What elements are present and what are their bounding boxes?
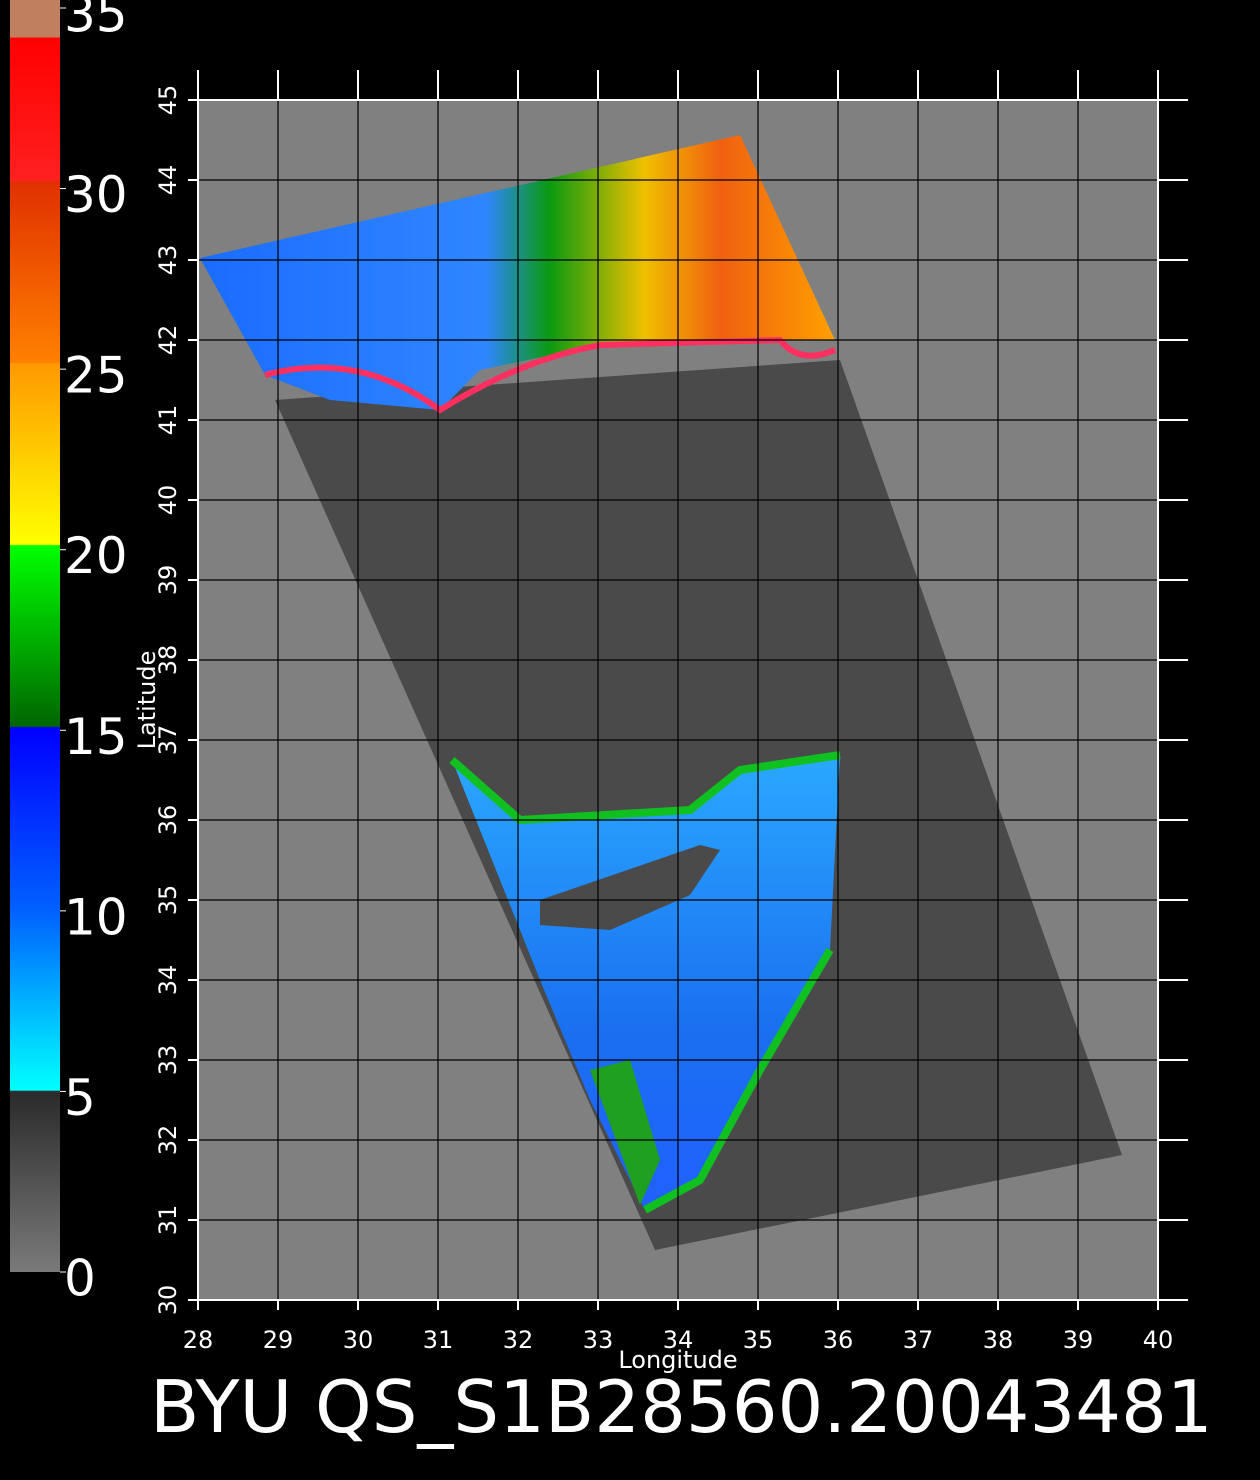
x-tick-label: 34: [663, 1326, 694, 1354]
x-tick-label: 28: [183, 1326, 214, 1354]
y-tick-label: 44: [154, 165, 182, 196]
colorbar-tick-label: 10: [64, 888, 128, 946]
colorbar: [10, 0, 60, 1272]
colorbar-tick-label: 35: [64, 0, 128, 44]
plot-frame: [197, 99, 1159, 1301]
colorbar-tick-label: 30: [64, 166, 128, 224]
coast-edge: [264, 336, 837, 414]
y-tick-label: 40: [154, 485, 182, 516]
coast-edge: [449, 751, 841, 1214]
x-tick-label: 37: [903, 1326, 934, 1354]
x-tick-label: 40: [1143, 1326, 1174, 1354]
y-tick-label: 41: [154, 405, 182, 436]
x-tick-label: 38: [983, 1326, 1014, 1354]
y-tick-label: 30: [154, 1285, 182, 1316]
colorbar-tick-label: 20: [64, 527, 128, 585]
y-tick-label: 39: [154, 565, 182, 596]
land-gap: [540, 845, 720, 930]
y-tick-label: 32: [154, 1125, 182, 1156]
y-tick-label: 38: [154, 645, 182, 676]
colorbar-tick-label: 5: [64, 1069, 96, 1127]
y-axis-label: Latitude: [133, 651, 161, 750]
x-tick-label: 32: [503, 1326, 534, 1354]
x-tick-label: 31: [423, 1326, 454, 1354]
y-tick-label: 45: [154, 85, 182, 116]
y-tick-label: 34: [154, 965, 182, 996]
x-axis-label: Longitude: [618, 1346, 737, 1374]
colorbar-tick-label: 0: [64, 1250, 96, 1308]
x-tick-label: 33: [583, 1326, 614, 1354]
grid: [188, 70, 1188, 1310]
x-tick-label: 35: [743, 1326, 774, 1354]
colorbar-tick-label: 15: [64, 708, 128, 766]
map-title: BYU QS_S1B28560.20043481: [150, 1365, 1213, 1449]
y-tick-label: 37: [154, 725, 182, 756]
x-tick-label: 36: [823, 1326, 854, 1354]
y-tick-label: 33: [154, 1045, 182, 1076]
y-tick-label: 35: [154, 885, 182, 916]
x-tick-label: 29: [263, 1326, 294, 1354]
y-tick-label: 31: [154, 1205, 182, 1236]
y-tick-label: 43: [154, 245, 182, 276]
colorbar-tick-label: 25: [64, 347, 128, 405]
wind-field-patch: [590, 1060, 660, 1205]
x-tick-label: 39: [1063, 1326, 1094, 1354]
y-tick-label: 36: [154, 805, 182, 836]
y-tick-label: 42: [154, 325, 182, 356]
x-tick-label: 30: [343, 1326, 374, 1354]
